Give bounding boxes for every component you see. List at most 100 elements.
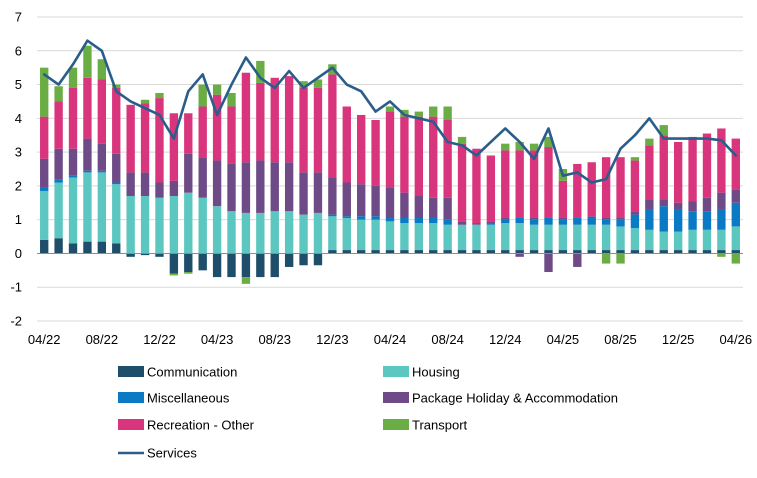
bar-housing [717, 229, 726, 251]
bar-package-holiday-accommodation [414, 196, 423, 218]
bar-recreation-other [256, 82, 265, 161]
bar-miscellaneous [688, 211, 697, 230]
bar-communication [212, 253, 222, 278]
bar-recreation-other [313, 87, 323, 173]
bar-package-holiday-accommodation [645, 199, 654, 210]
bar-package-holiday-accommodation [97, 143, 107, 171]
bar-housing [429, 223, 438, 251]
bar-transport [717, 253, 726, 257]
bar-package-holiday-accommodation [184, 153, 193, 193]
bar-miscellaneous [601, 219, 611, 225]
bar-housing [673, 231, 683, 251]
y-tick-label: 0 [15, 246, 22, 261]
bar-recreation-other [688, 136, 697, 202]
bar-housing [241, 212, 251, 254]
bar-recreation-other [227, 106, 236, 164]
bar-communication [54, 238, 63, 254]
bar-recreation-other [126, 104, 135, 173]
legend-swatch-package-holiday-accommodation [383, 392, 409, 403]
bar-housing [573, 224, 582, 251]
bar-housing [414, 223, 423, 251]
bar-transport [155, 93, 164, 99]
bar-recreation-other [616, 157, 625, 218]
bar-housing [198, 197, 207, 254]
bar-package-holiday-accommodation [342, 182, 351, 217]
x-tick-label: 12/22 [143, 332, 176, 347]
bar-recreation-other [83, 77, 92, 139]
bar-recreation-other [731, 138, 740, 190]
bar-communication [659, 250, 668, 254]
bar-package-holiday-accommodation [169, 180, 179, 197]
legend-label-package-holiday-accommodation: Package Holiday & Accommodation [412, 391, 618, 406]
bar-communication [414, 250, 423, 254]
bar-recreation-other [357, 114, 366, 185]
bar-housing [342, 217, 351, 251]
bar-miscellaneous [630, 214, 640, 229]
bar-miscellaneous [501, 219, 510, 224]
bar-recreation-other [414, 116, 423, 197]
bar-transport [544, 136, 553, 148]
bar-communication [328, 250, 337, 254]
bar-package-holiday-accommodation [515, 253, 524, 257]
bar-transport [184, 272, 193, 274]
bar-miscellaneous [342, 216, 351, 218]
bar-miscellaneous [515, 217, 524, 224]
bar-housing [227, 211, 236, 254]
x-tick-label: 04/25 [547, 332, 580, 347]
bar-miscellaneous [40, 187, 49, 191]
bar-transport [630, 157, 640, 161]
bar-package-holiday-accommodation [83, 138, 92, 171]
bar-communication [184, 253, 193, 273]
bar-communication [68, 243, 78, 254]
bar-communication [486, 250, 496, 254]
legend-label-services: Services [147, 446, 197, 461]
bar-miscellaneous [414, 217, 423, 224]
legend-swatch-transport [383, 419, 409, 430]
bar-recreation-other [486, 155, 496, 222]
y-tick-label: 1 [15, 212, 22, 227]
bar-communication [731, 250, 740, 254]
bar-package-holiday-accommodation [544, 253, 553, 273]
bar-miscellaneous [558, 219, 568, 225]
bar-package-holiday-accommodation [155, 182, 164, 198]
bar-transport [443, 106, 452, 121]
bars [40, 45, 740, 284]
bar-transport [169, 273, 179, 276]
bar-transport [140, 99, 150, 104]
bar-housing [284, 211, 294, 254]
bar-communication [371, 250, 380, 254]
bar-package-holiday-accommodation [601, 217, 611, 220]
x-tick-label: 12/25 [662, 332, 695, 347]
bar-housing [140, 196, 150, 254]
bar-recreation-other [645, 145, 654, 200]
bar-package-holiday-accommodation [573, 253, 582, 267]
bar-communication [112, 243, 121, 254]
bar-housing [472, 224, 481, 251]
bar-miscellaneous [328, 214, 337, 217]
bar-miscellaneous [645, 209, 654, 230]
bar-package-holiday-accommodation [673, 202, 683, 210]
bar-transport [112, 84, 121, 88]
bar-communication [558, 250, 568, 254]
bar-package-holiday-accommodation [429, 197, 438, 218]
bar-housing [529, 224, 539, 251]
bar-communication [169, 253, 179, 274]
bar-communication [83, 241, 92, 254]
bar-communication [443, 250, 452, 254]
bar-housing [385, 221, 395, 251]
bar-housing [112, 184, 121, 244]
bar-transport [457, 136, 467, 144]
bar-transport [731, 253, 740, 264]
bar-recreation-other [328, 74, 337, 178]
bar-miscellaneous [717, 209, 726, 230]
bar-communication [688, 250, 697, 254]
bar-miscellaneous [673, 209, 683, 232]
bar-recreation-other [241, 72, 251, 163]
bar-miscellaneous [702, 211, 712, 230]
bar-housing [126, 196, 135, 254]
bar-recreation-other [212, 94, 222, 161]
bar-housing [97, 172, 107, 242]
bar-package-holiday-accommodation [256, 160, 265, 213]
legend-swatch-miscellaneous [118, 392, 144, 403]
bar-transport [645, 138, 654, 146]
